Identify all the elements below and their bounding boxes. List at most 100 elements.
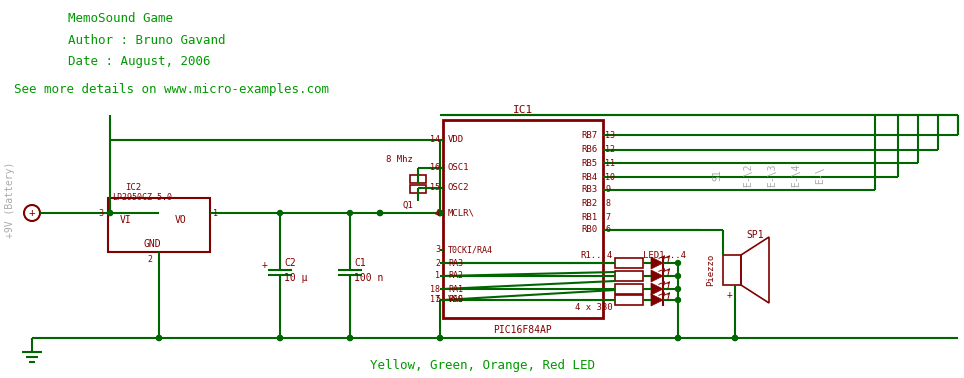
Text: RB5: RB5 [582, 158, 598, 167]
Circle shape [438, 211, 442, 215]
Polygon shape [651, 270, 663, 282]
Text: RA0: RA0 [448, 296, 463, 305]
Text: 1: 1 [435, 271, 440, 280]
Text: 15: 15 [430, 183, 440, 192]
Text: SP1: SP1 [746, 230, 763, 240]
Circle shape [733, 336, 737, 341]
Circle shape [378, 211, 383, 215]
Circle shape [438, 211, 442, 215]
Bar [615, 295, 643, 305]
Text: Piezzo: Piezzo [707, 254, 715, 286]
Text: GND: GND [143, 239, 161, 249]
Text: Author : Bruno Gavand: Author : Bruno Gavand [68, 34, 226, 46]
Text: RA1: RA1 [448, 285, 463, 293]
Circle shape [676, 287, 681, 291]
Text: 8 Mhz: 8 Mhz [387, 155, 413, 164]
Text: LP2950CZ-5.0: LP2950CZ-5.0 [112, 194, 172, 203]
Text: RB3: RB3 [582, 186, 598, 195]
Text: Q1: Q1 [402, 200, 413, 209]
Text: 2: 2 [147, 255, 152, 264]
Text: OSC1: OSC1 [448, 164, 469, 172]
Text: VSS: VSS [448, 296, 464, 305]
Bar [410, 175, 426, 183]
Text: 2: 2 [435, 259, 440, 268]
Polygon shape [651, 294, 663, 306]
Text: 14: 14 [430, 135, 440, 144]
Circle shape [676, 260, 681, 265]
Text: LED1...4: LED1...4 [643, 251, 686, 260]
Bar [615, 258, 643, 268]
Text: C1: C1 [354, 258, 365, 268]
Bar [615, 284, 643, 294]
Text: RB0: RB0 [582, 226, 598, 234]
Bar [443, 120, 603, 318]
Circle shape [347, 211, 353, 215]
Text: 6: 6 [605, 226, 610, 234]
Text: VO: VO [175, 215, 187, 225]
Circle shape [438, 336, 442, 341]
Circle shape [676, 336, 681, 341]
Circle shape [676, 274, 681, 279]
Circle shape [108, 211, 113, 215]
Circle shape [733, 336, 737, 341]
Bar [108, 198, 210, 252]
Circle shape [156, 336, 162, 341]
Text: IC1: IC1 [513, 105, 533, 115]
Text: 3: 3 [98, 209, 103, 217]
Text: VDD: VDD [448, 135, 464, 144]
Text: Yellow, Green, Orange, Red LED: Yellow, Green, Orange, Red LED [369, 358, 595, 372]
Circle shape [347, 336, 353, 341]
Bar [410, 185, 426, 193]
Text: S1: S1 [712, 169, 722, 181]
Circle shape [378, 211, 383, 215]
Text: MCLR\: MCLR\ [448, 209, 475, 217]
Text: 10 μ: 10 μ [284, 273, 308, 283]
Text: 4 x 330: 4 x 330 [576, 304, 613, 313]
Circle shape [156, 336, 162, 341]
Polygon shape [651, 257, 663, 269]
Circle shape [676, 297, 681, 302]
Text: T0CKI/RA4: T0CKI/RA4 [448, 245, 493, 254]
Text: 11: 11 [605, 158, 615, 167]
Text: RB6: RB6 [582, 146, 598, 155]
Text: +: + [262, 260, 268, 270]
Bar [615, 271, 643, 281]
Text: VI: VI [120, 215, 132, 225]
Text: RB4: RB4 [582, 172, 598, 181]
Text: E-\2: E-\2 [743, 163, 753, 187]
Text: 4: 4 [435, 209, 440, 217]
Text: RA2: RA2 [448, 271, 463, 280]
Text: MemoSound Game: MemoSound Game [68, 11, 173, 25]
Circle shape [278, 211, 282, 215]
Circle shape [278, 336, 282, 341]
Text: 7: 7 [605, 212, 610, 222]
Polygon shape [651, 283, 663, 295]
Text: 8: 8 [605, 200, 610, 209]
Text: See more details on www.micro-examples.com: See more details on www.micro-examples.c… [14, 84, 329, 96]
Text: E-\3: E-\3 [767, 163, 777, 187]
Text: 17: 17 [430, 296, 440, 305]
Text: 13: 13 [605, 130, 615, 139]
Circle shape [438, 211, 442, 215]
Text: RA3: RA3 [448, 259, 463, 268]
Circle shape [676, 336, 681, 341]
Text: 1: 1 [213, 209, 218, 217]
Text: 18: 18 [430, 285, 440, 293]
Circle shape [108, 211, 113, 215]
Text: 5: 5 [435, 296, 440, 305]
Circle shape [347, 336, 353, 341]
Text: R1...4: R1...4 [580, 251, 613, 260]
Text: 100 n: 100 n [354, 273, 384, 283]
Text: IC2: IC2 [125, 183, 141, 192]
Circle shape [278, 336, 282, 341]
Text: RB7: RB7 [582, 130, 598, 139]
Text: +9V (Battery): +9V (Battery) [5, 162, 15, 238]
Text: OSC2: OSC2 [448, 183, 469, 192]
Text: RB1: RB1 [582, 212, 598, 222]
Text: PIC16F84AP: PIC16F84AP [494, 325, 552, 335]
Text: RB2: RB2 [582, 200, 598, 209]
Text: 16: 16 [430, 164, 440, 172]
Text: 10: 10 [605, 172, 615, 181]
Text: 9: 9 [605, 186, 610, 195]
Circle shape [438, 211, 442, 215]
